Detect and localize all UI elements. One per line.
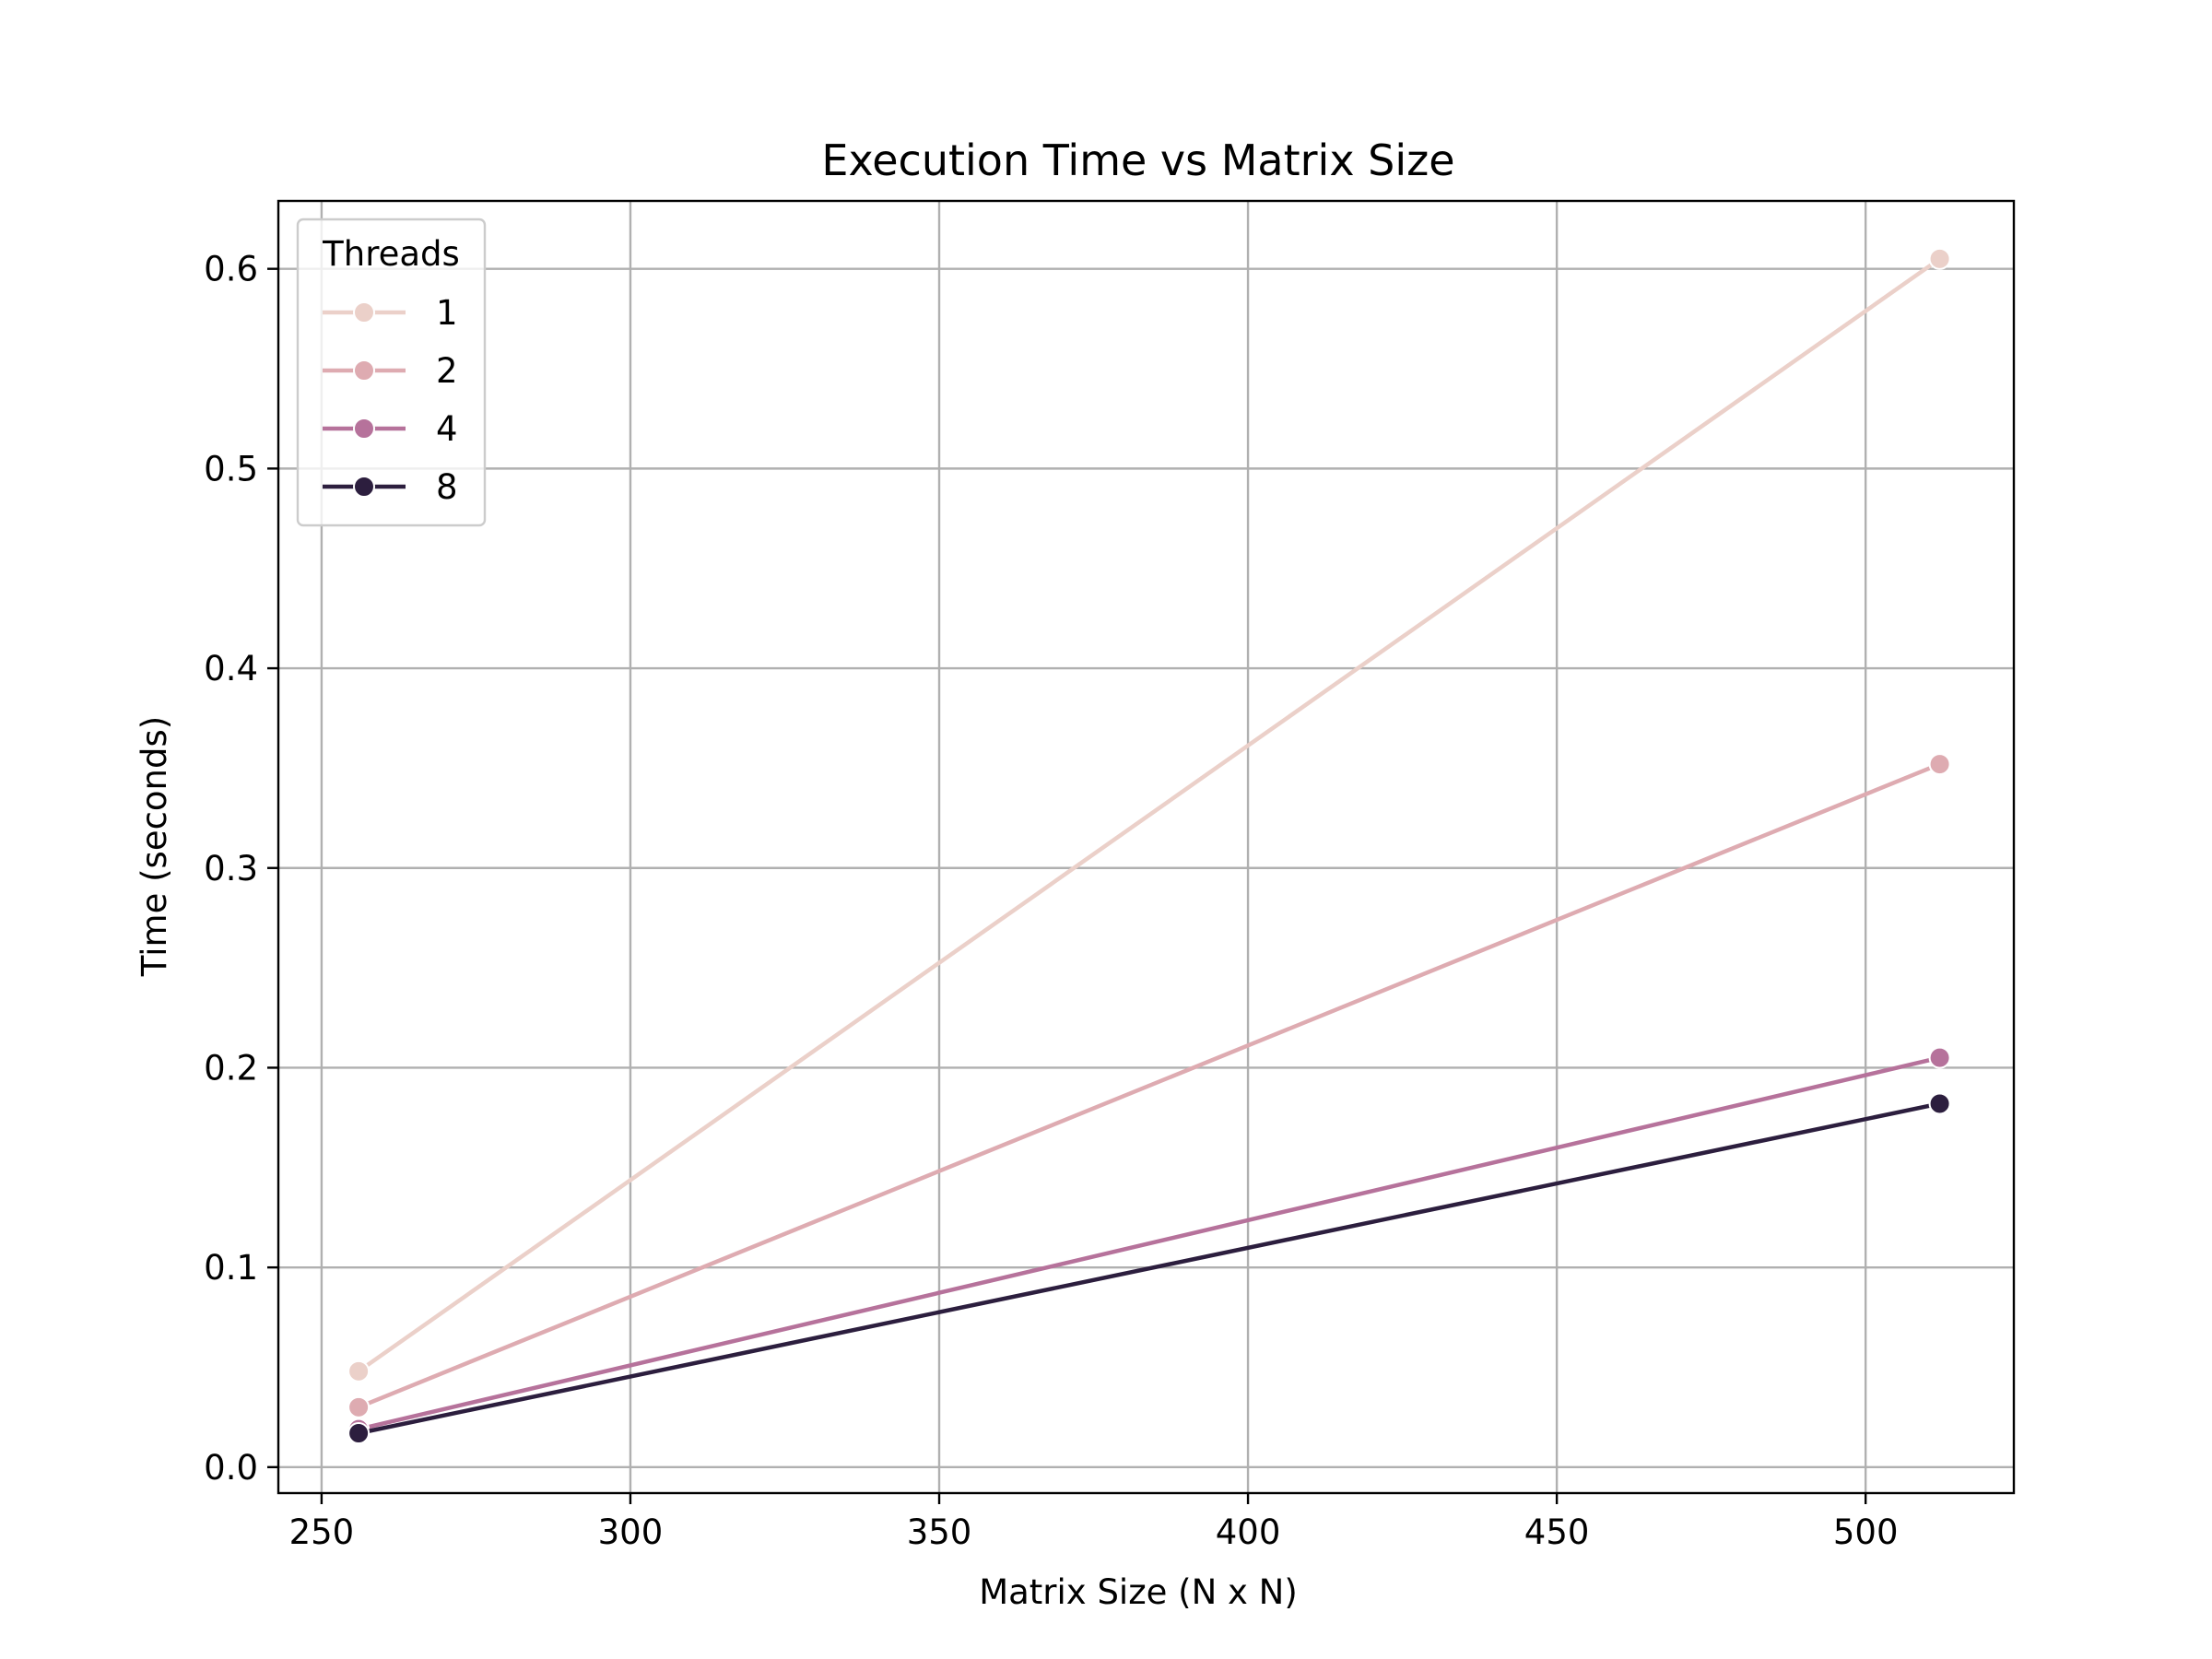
data-point-threads-4: [1928, 1046, 1951, 1069]
data-point-threads-1: [347, 1359, 371, 1382]
series-line-threads-1: [357, 257, 1941, 1373]
legend-label-threads-4: 4: [436, 409, 458, 449]
y-tick-label: 0.1: [204, 1248, 258, 1288]
y-tick-label: 0.2: [204, 1048, 258, 1088]
legend-title: Threads: [322, 234, 460, 274]
axes-layer: 250 300 350 400 450 500 0.0 0.1 0.2 0.3 0.4 0.5 0.6: [204, 199, 2016, 1552]
data-point-threads-1: [1928, 247, 1951, 270]
legend-marker-threads-4: [353, 418, 375, 440]
data-point-threads-2: [1928, 753, 1951, 776]
legend-marker-threads-8: [353, 476, 375, 498]
series-line-threads-8: [358, 1101, 1941, 1436]
legend-label-threads-2: 2: [436, 351, 458, 391]
series-layer: [347, 247, 1951, 1444]
y-tick-label: 0.0: [204, 1448, 258, 1488]
x-tick-label: 450: [1524, 1512, 1590, 1552]
y-axis-label: Time (seconds): [135, 716, 174, 977]
x-axis-label: Matrix Size (N x N): [979, 1572, 1298, 1612]
series-line-threads-4: [358, 1055, 1941, 1431]
y-tick-label: 0.6: [204, 250, 258, 289]
legend-label-threads-8: 8: [436, 467, 458, 507]
y-tick-label: 0.3: [204, 849, 258, 888]
x-tick-label: 250: [289, 1512, 355, 1552]
data-point-threads-2: [347, 1395, 371, 1418]
legend-marker-threads-2: [353, 359, 375, 382]
plot-frame: [276, 199, 2016, 1495]
data-point-threads-8: [347, 1421, 371, 1444]
chart-title: Execution Time vs Matrix Size: [821, 135, 1454, 185]
x-tick-label: 500: [1833, 1512, 1899, 1552]
series-line-threads-2: [358, 761, 1941, 1409]
grid-lines: [278, 201, 2014, 1493]
data-point-threads-8: [1928, 1092, 1951, 1115]
y-tick-label: 0.4: [204, 649, 258, 688]
legend-marker-threads-1: [353, 301, 375, 324]
x-tick-label: 300: [598, 1512, 664, 1552]
legend-label-threads-1: 1: [436, 293, 458, 333]
y-tick-label: 0.5: [204, 449, 258, 488]
legend: Threads 1 2 4 8: [296, 218, 487, 527]
x-tick-label: 400: [1216, 1512, 1281, 1552]
x-tick-label: 350: [907, 1512, 972, 1552]
